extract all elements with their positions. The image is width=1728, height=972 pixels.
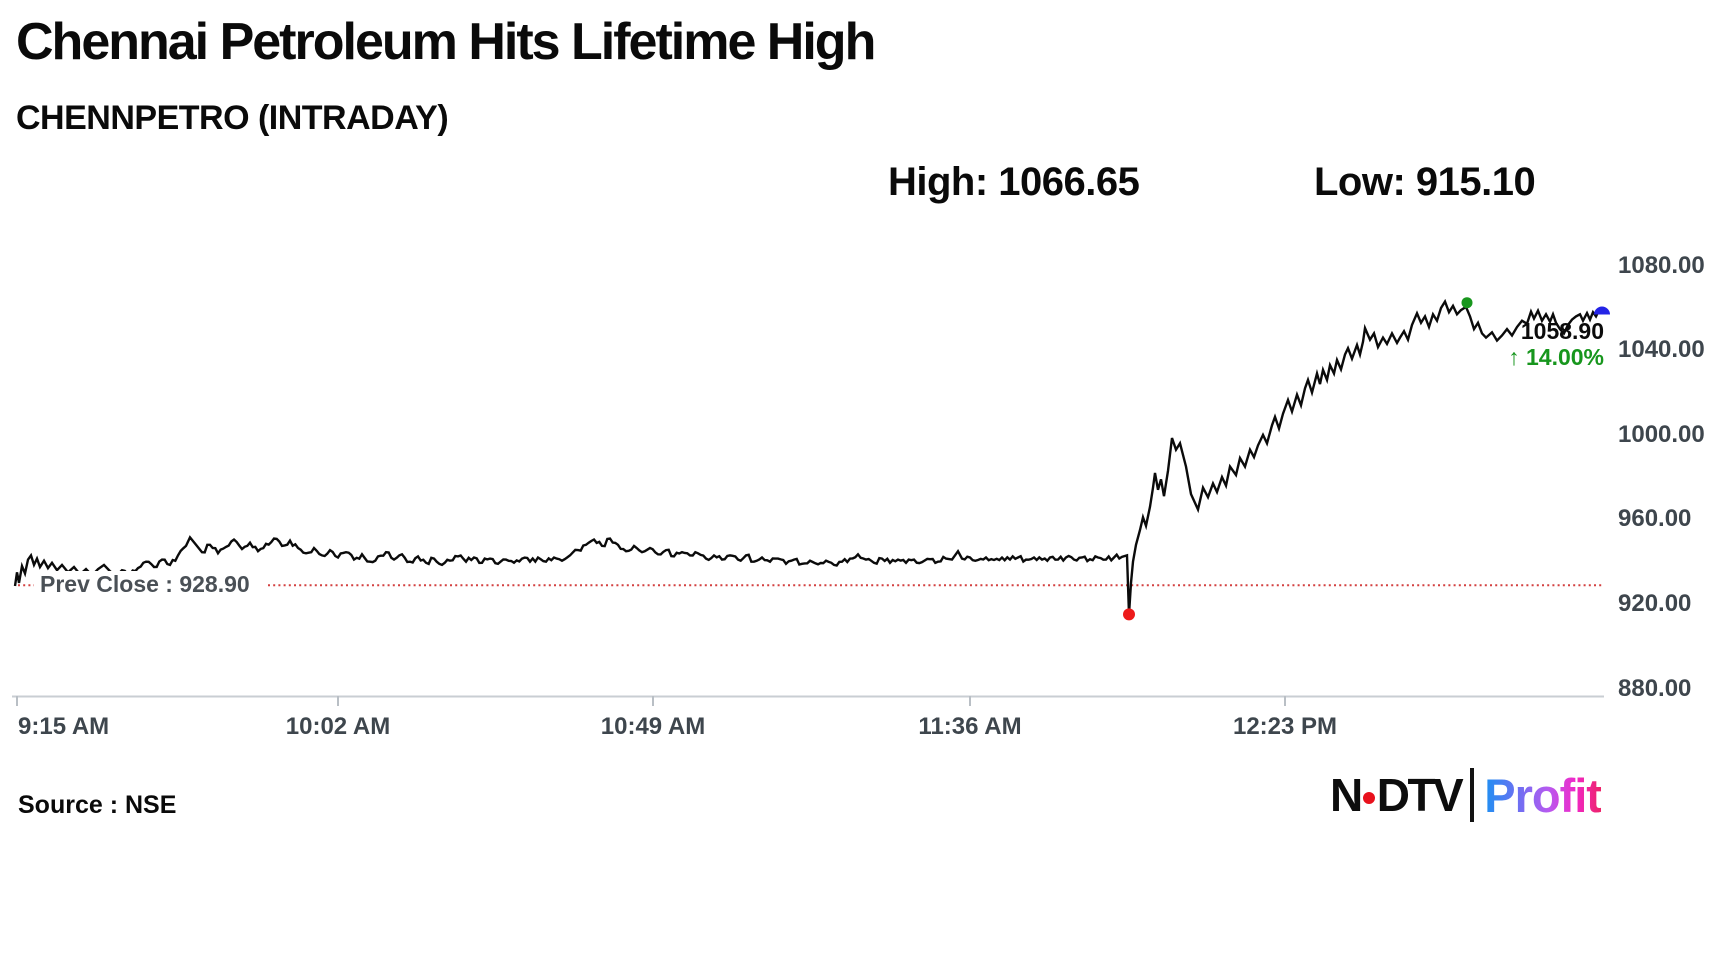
- ndtv-profit-logo: N DTV Profit: [1330, 766, 1602, 824]
- low-marker: [1123, 608, 1135, 621]
- last-price-marker: [1594, 306, 1610, 315]
- last-price-label: 1058.90: [1520, 318, 1604, 344]
- change-percent-value: 14.00%: [1525, 344, 1604, 370]
- x-axis-label: 12:23 PM: [1232, 713, 1338, 740]
- logo-separator: [1470, 768, 1475, 822]
- y-axis-label: 920.00: [1618, 590, 1692, 617]
- up-arrow-icon: ↑: [1508, 344, 1520, 370]
- page-title: Chennai Petroleum Hits Lifetime High: [16, 13, 876, 71]
- x-axis-label: 9:15 AM: [18, 713, 110, 740]
- prev-close-label: Prev Close : 928.90: [40, 571, 254, 598]
- price-line: [13, 298, 1601, 615]
- ndtv-wordmark: N DTV: [1330, 768, 1464, 822]
- chart-subtitle: CHENNPETRO (INTRADAY): [16, 99, 449, 137]
- ndtv-letters-dtv: DTV: [1376, 769, 1464, 821]
- high-marker: [1461, 297, 1473, 309]
- ndtv-letter-n: N: [1330, 769, 1363, 821]
- x-axis-label: 11:36 AM: [918, 713, 1022, 740]
- low-stat: Low: 915.10: [1314, 160, 1536, 204]
- y-axis-label: 1040.00: [1618, 336, 1705, 363]
- source-label: Source : NSE: [18, 791, 177, 819]
- y-axis-label: 1000.00: [1618, 421, 1705, 448]
- y-axis-label: 880.00: [1618, 675, 1692, 702]
- ndtv-red-dot-icon: [1362, 792, 1375, 804]
- y-axis-label: 960.00: [1618, 505, 1692, 532]
- profit-wordmark: Profit: [1484, 768, 1602, 822]
- y-axis-label: 1080.00: [1618, 252, 1705, 279]
- x-axis-label: 10:49 AM: [600, 713, 706, 740]
- high-stat: High: 1066.65: [888, 160, 1140, 204]
- change-percent-label: ↑ 14.00%: [1508, 344, 1604, 371]
- x-axis-label: 10:02 AM: [285, 713, 391, 740]
